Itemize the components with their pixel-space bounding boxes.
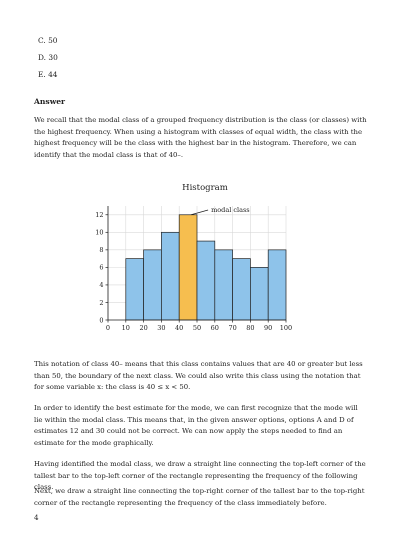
option-letter: D. — [38, 53, 47, 62]
histogram-chart: Histogram 0 10 20 30 40 50 60 70 80 90 100 0 2 4 6 8 10 1… — [95, 183, 292, 332]
option-c: C. 50 — [38, 36, 58, 45]
histogram-bar — [125, 258, 144, 321]
option-e: E. 44 — [38, 70, 58, 79]
x-tick-label: 50 — [193, 324, 201, 332]
x-tick-label: 90 — [264, 324, 272, 332]
y-tick-label: 0 — [99, 316, 103, 324]
option-value: 50 — [48, 36, 58, 45]
x-tick-label: 0 — [106, 324, 110, 332]
x-tick-label: 40 — [175, 324, 183, 332]
modal-class-bar — [178, 214, 198, 321]
y-tick-label: 10 — [95, 229, 103, 237]
paragraph-best-estimate: In order to identify the best estimate f… — [34, 404, 358, 447]
answer-heading: Answer — [34, 97, 66, 106]
x-tick-label: 100 — [280, 324, 292, 332]
histogram-bar — [196, 240, 216, 321]
x-tick-label: 80 — [246, 324, 254, 332]
annotation-leader-line — [191, 209, 209, 216]
option-value: 44 — [48, 70, 58, 79]
y-tick-label: 4 — [99, 281, 103, 289]
option-letter: C. — [38, 36, 46, 45]
annotation-label: modal class — [211, 206, 250, 214]
page-number: 4 — [34, 513, 39, 522]
option-value: 30 — [48, 53, 58, 62]
chart-title: Histogram — [182, 183, 228, 193]
histogram-bar — [250, 267, 269, 321]
y-tick-label: 12 — [95, 211, 103, 219]
histogram-bar — [143, 249, 162, 321]
paragraph-modal-class: We recall that the modal class of a grou… — [34, 116, 367, 159]
histogram-bar — [161, 231, 180, 321]
x-tick-label: 30 — [157, 324, 165, 332]
histogram-bar — [214, 249, 233, 321]
paragraph-top-left-line: Having identified the modal class, we dr… — [34, 460, 366, 491]
y-tick-label: 6 — [99, 264, 103, 272]
paragraph-top-right-line: Next, we draw a straight line connecting… — [34, 487, 365, 507]
y-tick-label: 8 — [99, 246, 103, 254]
x-tick-label: 70 — [228, 324, 236, 332]
histogram-bar — [267, 249, 287, 321]
paragraph-notation: This notation of class 40– means that th… — [34, 360, 363, 391]
option-letter: E. — [38, 70, 46, 79]
x-tick-label: 60 — [211, 324, 219, 332]
histogram-bar — [232, 258, 251, 321]
y-tick-label: 2 — [99, 299, 103, 307]
option-d: D. 30 — [38, 53, 58, 62]
x-tick-label: 10 — [122, 324, 130, 332]
x-tick-label: 20 — [139, 324, 147, 332]
